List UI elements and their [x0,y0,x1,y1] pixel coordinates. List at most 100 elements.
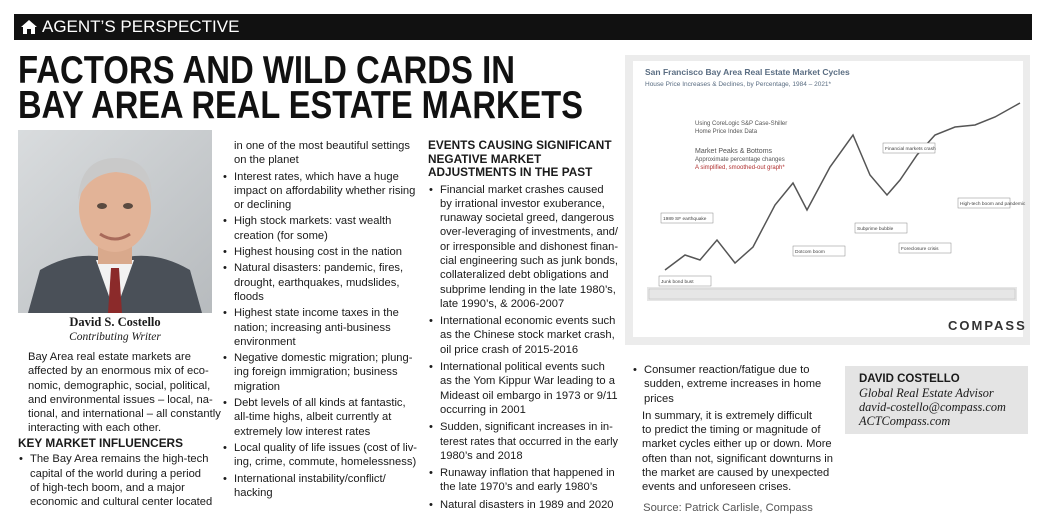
text-line: International instability/conflict/ [234,472,386,485]
chart-image-subtitle: House Price Increases & Declines, by Per… [645,81,832,88]
text-line: drought, earthquakes, mudslides, [234,276,400,289]
chart-image: San Francisco Bay Area Real Estate Marke… [625,55,1030,345]
section-heading: EVENTS CAUSING SIGNIFICANT NEGATIVE MARKE… [428,138,618,180]
chart-image-note: A simplified, smoothed-out graph* [695,165,785,171]
headline: FACTORS AND WILD CARDS IN BAY AREA REAL … [18,49,583,126]
text-line: economic and cultural center located [30,496,213,509]
photo-caption-role: Contributing Writer [69,331,161,343]
text-line: Natural disasters: pandemic, fires, [234,262,404,275]
column: Consumer reaction/fatigue due to sudden, … [632,363,833,515]
banner-label: AGENT’S PERSPECTIVE [42,17,240,36]
text-line: The Bay Area remains the high-tech [30,453,209,466]
column: Bay Area real estate markets are affected… [18,350,221,509]
author-box: DAVID COSTELLO Global Real Estate Adviso… [845,366,1028,434]
list-item: Highest housing cost in the nation [222,245,417,260]
text-line: International political events such [440,361,605,374]
text-line: collateralized debt obligations and [440,269,609,282]
annotation-box [854,222,908,234]
paragraph: Bay Area real estate markets are affected… [18,350,221,436]
author-website: ACTCompass.com [859,414,951,428]
banner: AGENT’S PERSPECTIVE [14,14,1032,40]
list-item: Natural disasters: pandemic, fires,droug… [222,261,417,304]
text-line: late 1990’s, & 2006-2007 [440,297,565,310]
text-line: the market are caused by unexpected [642,467,830,480]
text-line: floods [234,290,264,303]
text-line: by irrational investor exuberance, [440,197,605,210]
text-line: terest rates that occurred in the early [440,435,618,448]
text-line: interacting with each other. [28,422,162,435]
text-line: migration [234,380,281,393]
text-line: oil price crash of 2015-2016 [440,343,579,356]
list-item: Debt levels of all kinds at fantastic,al… [222,396,417,439]
headline-line: FACTORS AND WILD CARDS IN [18,49,515,92]
heading-line: NEGATIVE MARKET [428,151,542,166]
annotation-box [957,197,1011,209]
paragraph: In summary, it is extremely difficult to … [632,409,833,495]
text-line: 1980’s and 2018 [440,449,523,462]
text-line: Natural disasters in 1989 and 2020 [440,498,614,511]
annotation-box [792,245,846,257]
list-item: High stock markets: vast wealthcreation … [222,214,417,243]
text-line: Mideast oil embargo in 1973 or 9/11 [440,389,618,402]
source-credit: Source: Patrick Carlisle, Compass [643,501,813,514]
chart-image-annotation: High-tech boom and pandemic [960,201,1026,207]
chart-image-annotation: Financial markets crash [885,146,936,152]
chart-image-annotation: Dotcom boom [795,249,825,255]
list-item: The Bay Area remains the high-techcapita… [18,452,213,509]
chart-image-note: Approximate percentage changes [695,157,785,163]
text-line: and environmental issues – local, na- [28,393,213,406]
text-line: hacking [234,486,273,499]
text-line: Sudden, significant increases in in- [440,421,613,434]
text-line: Financial market crashes caused [440,183,604,196]
list-item: International instability/conflict/hacki… [222,472,417,501]
chart-image-note: Using CoreLogic S&P Case-Shiller [695,121,787,127]
text-line: all-time highs, albeit currently at [234,411,392,424]
text-line: environment [234,335,296,348]
list-item: Consumer reaction/fatigue due to sudden, … [632,363,824,406]
list-item: Highest state income taxes in thenation;… [222,306,417,349]
author-title: Global Real Estate Advisor [859,386,994,400]
text-line: prices [644,392,674,405]
text-line: market cycles either up or down. More [642,438,832,451]
section-heading: KEY MARKET INFLUENCERS [18,435,183,450]
text-line: runaway societal greed, dangerous [440,212,615,225]
text-line: subprime lending in the late 1980’s, [440,283,616,296]
chart-image-logo: COMPASS [948,318,1027,333]
author-email: david-costello@compass.com [859,400,1006,414]
text-line: over-leveraging of investments, and/ [440,226,618,239]
author-photo [18,130,212,313]
text-line: the late 1970’s and early 1980’s [440,481,598,494]
chart-image-annotation: Junk bond bust [661,279,694,285]
list-item: Sudden, significant increases in in-tere… [428,420,618,463]
text-line: ing, crime, commute, homelessness) [234,456,417,469]
text-line: Local quality of life issues (cost of li… [234,441,417,454]
text-line: of high-tech boom, and a major [30,481,185,494]
text-line: Highest state income taxes in the [234,307,399,320]
annotation-box [898,242,952,254]
text-line: events and unforeseen crises. [642,481,792,494]
text-line: tional, and international – all constant… [28,408,221,421]
text-line: Negative domestic migration; plung- [234,352,413,365]
text-line: Interest rates, which have a huge [234,170,399,183]
author-name: DAVID COSTELLO [859,373,960,385]
list-item: Negative domestic migration; plung-ing f… [222,351,417,394]
text-line: to predict the timing or magnitude of [642,424,821,437]
text-line: Runaway inflation that happened in [440,467,615,480]
chart-image-note: Market Peaks & Bottoms [695,148,773,155]
annotation-box [882,142,936,154]
text-line: International economic events such [440,315,616,328]
text-line: Highest housing cost in the nation [234,246,402,259]
text-line: creation (for some) [234,229,328,242]
chart-image-annotation: Foreclosure crisis [901,246,939,252]
text-line: capital of the world during a period [30,467,202,480]
heading-line: ADJUSTMENTS IN THE PAST [428,165,593,179]
text-line: on the planet [234,154,299,167]
text-line: sudden, extreme increases in home [644,378,822,391]
list-item: Natural disasters in 1989 and 2020 [428,498,618,513]
column: in one of the most beautiful settings on … [222,139,417,500]
text-line: affected by an enormous mix of eco- [28,365,209,378]
